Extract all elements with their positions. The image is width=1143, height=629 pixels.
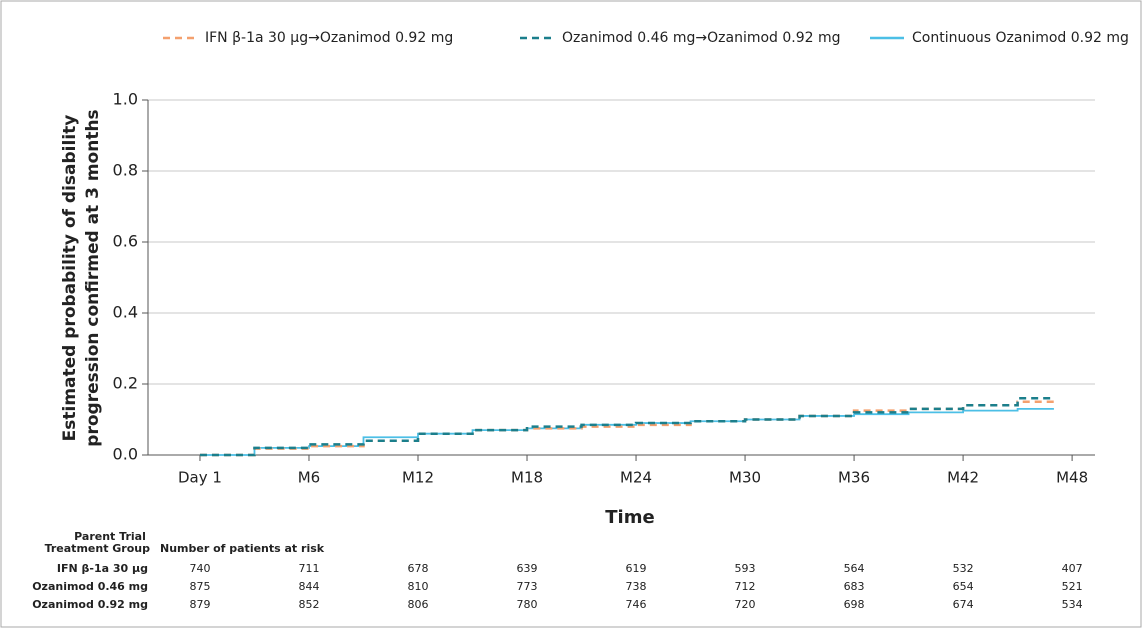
risk-count: 619 (626, 562, 647, 575)
risk-count: 780 (517, 598, 538, 611)
x-tick-label: M12 (402, 469, 434, 487)
risk-count: 773 (517, 580, 538, 593)
risk-count: 639 (517, 562, 538, 575)
risk-count: 806 (408, 598, 429, 611)
risk-count: 740 (189, 562, 210, 575)
y-tick-label: 0.4 (113, 303, 138, 322)
risk-count: 654 (953, 580, 974, 593)
legend-label: IFN β-1a 30 µg→Ozanimod 0.92 mg (205, 30, 453, 46)
risk-count: 532 (953, 562, 974, 575)
risk-count: 879 (189, 598, 210, 611)
risk-count: 674 (953, 598, 974, 611)
risk-count: 711 (298, 562, 319, 575)
y-tick-label: 0.6 (113, 232, 138, 251)
km-curve (199, 396, 1054, 457)
y-tick-label: 0.2 (113, 374, 138, 393)
x-tick-label: Day 1 (178, 469, 222, 487)
y-tick-label: 0.8 (113, 161, 138, 180)
x-tick-label: M6 (298, 469, 321, 487)
risk-count: 844 (298, 580, 319, 593)
x-tick-label: M48 (1056, 469, 1088, 487)
risk-count: 720 (735, 598, 756, 611)
risk-title: Number of patients at risk (160, 542, 325, 555)
y-tick-label: 1.0 (113, 90, 138, 109)
risk-count: 746 (626, 598, 647, 611)
risk-count: 698 (844, 598, 865, 611)
risk-count: 678 (408, 562, 429, 575)
risk-count: 521 (1062, 580, 1083, 593)
risk-row-name: Ozanimod 0.92 mg (32, 598, 148, 611)
x-tick-label: M36 (838, 469, 870, 487)
x-tick-label: M18 (511, 469, 543, 487)
risk-count: 712 (735, 580, 756, 593)
risk-count: 534 (1062, 598, 1083, 611)
legend-label: Ozanimod 0.46 mg→Ozanimod 0.92 mg (562, 30, 841, 46)
risk-row-name: Ozanimod 0.46 mg (32, 580, 148, 593)
y-axis-label: Estimated probability of disability prog… (60, 109, 103, 446)
x-axis-label: Time (605, 507, 654, 528)
x-tick-label: M42 (947, 469, 979, 487)
y-axis-label-line: Estimated probability of disability (60, 115, 80, 442)
risk-header: Treatment Group (45, 542, 151, 555)
risk-header: Parent Trial (74, 530, 146, 543)
risk-count: 593 (735, 562, 756, 575)
legend-label: Continuous Ozanimod 0.92 mg (912, 30, 1129, 46)
risk-count: 683 (844, 580, 865, 593)
risk-count: 564 (844, 562, 865, 575)
km-curve (199, 407, 1054, 456)
x-tick-label: M30 (729, 469, 761, 487)
risk-count: 407 (1062, 562, 1083, 575)
risk-count: 810 (408, 580, 429, 593)
risk-row-name: IFN β-1a 30 µg (57, 562, 148, 575)
risk-count: 852 (298, 598, 319, 611)
risk-count: 875 (189, 580, 210, 593)
x-tick-label: M24 (620, 469, 652, 487)
risk-count: 738 (626, 580, 647, 593)
y-tick-label: 0.0 (113, 445, 138, 464)
y-axis-label-line: progression confirmed at 3 months (83, 109, 103, 446)
